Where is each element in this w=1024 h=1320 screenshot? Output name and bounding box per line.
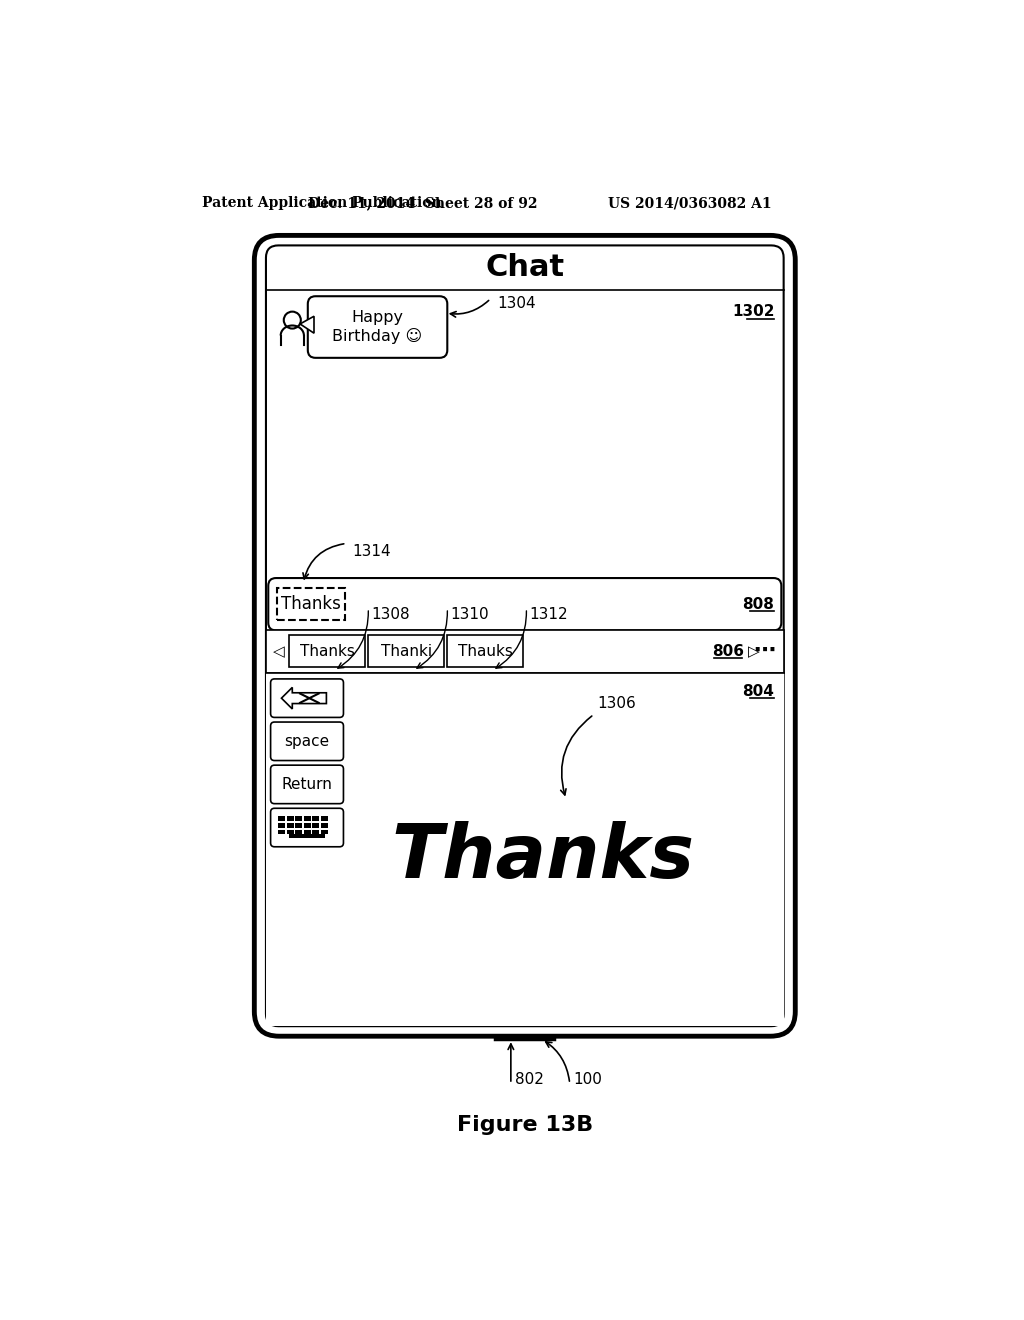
Bar (295, 816, 302, 821)
FancyBboxPatch shape (289, 635, 366, 668)
FancyBboxPatch shape (369, 635, 444, 668)
Bar (321, 822, 328, 828)
Text: Chat: Chat (485, 253, 564, 282)
Bar (304, 830, 311, 834)
Text: ⋯: ⋯ (754, 642, 776, 661)
Bar (321, 830, 328, 834)
Text: Thanki: Thanki (381, 644, 432, 659)
Bar (312, 822, 319, 828)
Text: Thauks: Thauks (458, 644, 513, 659)
Bar (279, 822, 286, 828)
Text: 802: 802 (515, 1072, 545, 1086)
Text: Happy
Birthday ☺: Happy Birthday ☺ (333, 310, 423, 343)
FancyBboxPatch shape (266, 246, 783, 1026)
Polygon shape (300, 317, 314, 333)
Text: 100: 100 (572, 1072, 602, 1086)
Bar (287, 830, 294, 834)
Bar (279, 816, 286, 821)
Text: 808: 808 (742, 597, 774, 611)
Polygon shape (282, 688, 327, 709)
Text: 806: 806 (712, 644, 743, 659)
FancyBboxPatch shape (270, 678, 343, 718)
FancyBboxPatch shape (270, 766, 343, 804)
Bar (304, 816, 311, 821)
FancyBboxPatch shape (270, 808, 343, 847)
Text: 804: 804 (742, 684, 774, 698)
Text: 1312: 1312 (529, 607, 568, 622)
Bar (266, 630, 783, 673)
Bar (312, 816, 319, 821)
Text: Patent Application Publication: Patent Application Publication (202, 197, 441, 210)
Bar (279, 830, 286, 834)
Bar (321, 816, 328, 821)
Text: Figure 13B: Figure 13B (457, 1115, 593, 1135)
Bar (295, 830, 302, 834)
Bar (289, 834, 325, 838)
Text: Thanks: Thanks (300, 644, 354, 659)
Text: 1308: 1308 (372, 607, 410, 622)
Text: 1314: 1314 (352, 544, 391, 558)
Bar (295, 822, 302, 828)
FancyBboxPatch shape (308, 296, 447, 358)
FancyBboxPatch shape (270, 722, 343, 760)
Text: ▷: ▷ (749, 644, 760, 659)
FancyBboxPatch shape (268, 578, 781, 631)
FancyBboxPatch shape (447, 635, 523, 668)
Text: Dec. 11, 2014  Sheet 28 of 92: Dec. 11, 2014 Sheet 28 of 92 (308, 197, 538, 210)
Text: space: space (285, 734, 330, 748)
Text: US 2014/0363082 A1: US 2014/0363082 A1 (608, 197, 772, 210)
Bar (304, 822, 311, 828)
Bar (266, 673, 783, 1026)
Text: Return: Return (282, 777, 333, 792)
Text: Thanks: Thanks (281, 595, 341, 614)
Text: ◁: ◁ (272, 644, 285, 659)
Bar (287, 822, 294, 828)
Text: 1310: 1310 (451, 607, 489, 622)
Text: Thanks: Thanks (391, 821, 694, 895)
Text: 1302: 1302 (732, 304, 774, 319)
FancyBboxPatch shape (276, 589, 345, 620)
Text: 1306: 1306 (597, 696, 636, 711)
FancyBboxPatch shape (254, 235, 796, 1036)
Bar (312, 830, 319, 834)
Bar (287, 816, 294, 821)
Text: 1304: 1304 (497, 296, 536, 310)
